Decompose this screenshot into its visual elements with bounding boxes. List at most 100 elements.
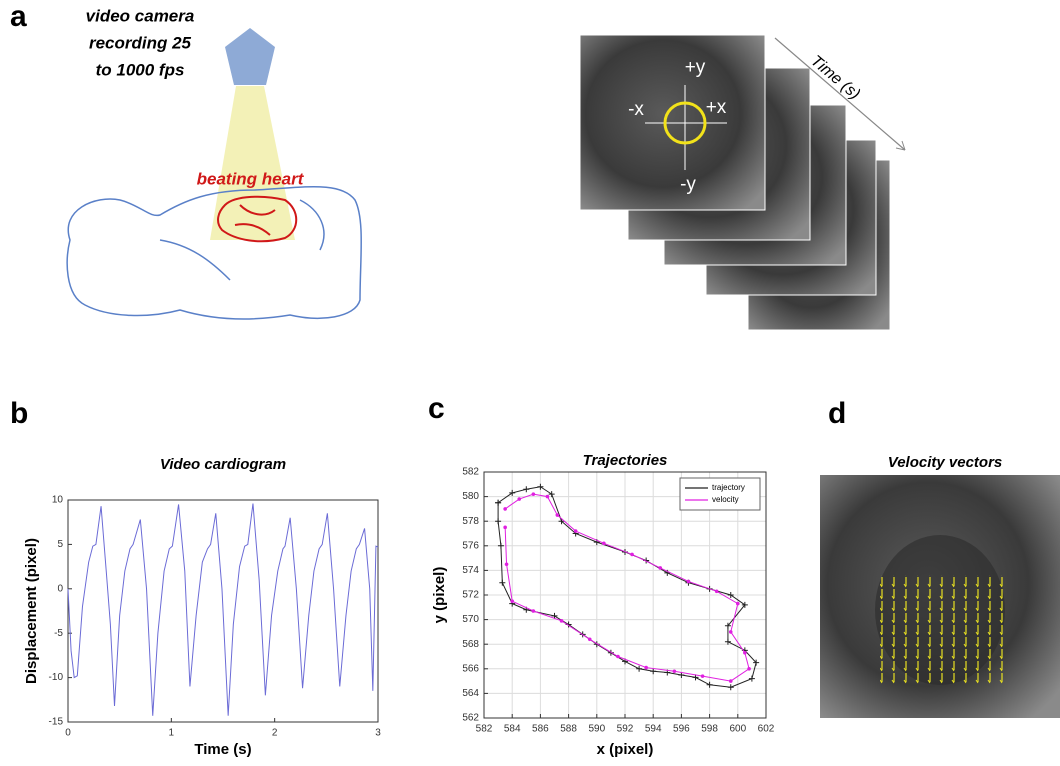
time-label: Time (s)	[807, 52, 863, 103]
data-marker	[747, 667, 751, 671]
data-marker	[686, 579, 691, 584]
camera-icon	[225, 28, 275, 85]
panel-label: c	[428, 392, 445, 425]
y-tick-label: 578	[462, 516, 479, 527]
data-marker	[728, 630, 733, 634]
data-marker	[531, 492, 536, 496]
data-marker	[728, 679, 733, 683]
y-tick-label: 10	[52, 495, 64, 506]
data-marker	[503, 507, 507, 511]
camera-text: to 1000 fps	[96, 60, 185, 79]
y-tick-label: 566	[462, 663, 479, 674]
data-marker	[573, 529, 578, 533]
data-marker	[531, 609, 536, 613]
data-marker	[559, 619, 564, 623]
legend-label: trajectory	[712, 483, 745, 492]
data-marker	[630, 552, 634, 557]
time-arrowhead	[895, 140, 906, 151]
y-tick-label: -15	[49, 717, 64, 728]
roi-circle	[663, 101, 707, 145]
data-marker	[593, 641, 600, 648]
axis-direction: -y	[680, 174, 696, 195]
data-marker	[736, 601, 740, 606]
data-marker	[548, 491, 555, 498]
data-marker	[495, 499, 502, 506]
panel-title: Velocity vectors	[888, 454, 1003, 471]
y-tick-label: 5	[57, 539, 63, 550]
data-marker	[672, 669, 677, 674]
x-tick-label: 582	[476, 724, 493, 735]
x-tick-label: 590	[588, 724, 605, 735]
velocity-field	[880, 575, 1005, 685]
data-line	[67, 503, 379, 716]
y-tick-label: 582	[462, 467, 479, 478]
data-marker	[748, 675, 755, 682]
heart-outline	[217, 195, 298, 243]
x-tick-label: 596	[673, 724, 690, 735]
data-marker	[545, 494, 550, 499]
panel-label: d	[828, 397, 846, 430]
data-marker	[644, 665, 648, 670]
x-tick-label: 594	[645, 724, 662, 735]
x-tick-label: 3	[375, 728, 381, 739]
time-arrow	[774, 37, 906, 151]
data-marker	[743, 651, 747, 655]
data-marker	[741, 601, 748, 608]
data-marker	[616, 654, 620, 659]
body-outline	[66, 185, 362, 320]
data-marker	[650, 668, 657, 675]
data-marker	[504, 562, 509, 567]
x-tick-label: 588	[560, 724, 577, 735]
y-tick-label: 564	[462, 688, 479, 699]
axis-direction: -x	[628, 99, 644, 120]
data-line	[504, 493, 750, 682]
data-marker	[706, 681, 713, 688]
data-marker	[727, 592, 734, 598]
data-marker	[587, 637, 592, 642]
x-axis-label: x (pixel)	[597, 741, 654, 758]
plot-frame	[67, 499, 379, 723]
x-tick-label: 1	[169, 728, 175, 739]
data-marker	[607, 649, 614, 656]
camera-text: recording 25	[89, 33, 192, 52]
data-marker	[497, 542, 504, 549]
y-axis-label: y (pixel)	[431, 567, 448, 624]
y-tick-label: 574	[462, 565, 479, 576]
y-tick-label: -10	[49, 672, 64, 683]
data-marker	[724, 638, 731, 645]
y-tick-label: 580	[462, 491, 479, 502]
data-marker	[510, 599, 514, 603]
x-tick-label: 2	[272, 728, 278, 739]
x-tick-label: 598	[701, 724, 718, 735]
y-tick-label: 562	[462, 713, 479, 724]
light-beam	[210, 86, 295, 240]
data-marker	[537, 483, 544, 490]
legend-label: velocity	[712, 495, 739, 504]
charts: Video cardiogram Time (s) Displacement (pi…	[23, 452, 775, 758]
y-axis-label: Displacement (pixel)	[23, 538, 40, 684]
heart-text: beating heart	[197, 169, 305, 188]
axis-direction: +x	[706, 97, 727, 118]
chart-title: Trajectories	[583, 452, 668, 469]
y-tick-label: 568	[462, 639, 479, 650]
data-marker	[517, 497, 522, 501]
data-marker	[503, 525, 507, 530]
data-marker	[714, 589, 719, 594]
data-marker	[495, 518, 502, 525]
chart-title: Video cardiogram	[160, 456, 286, 473]
data-marker	[499, 579, 506, 586]
crosshair	[645, 85, 727, 170]
data-marker	[523, 486, 530, 493]
data-marker	[700, 674, 705, 678]
data-marker	[602, 541, 606, 546]
data-marker	[724, 622, 731, 629]
y-tick-label: 570	[462, 614, 479, 625]
camera-text: video camera	[86, 6, 195, 25]
axis-direction: +y	[685, 57, 706, 78]
panel-label: a	[10, 0, 27, 33]
plot-frame	[483, 471, 767, 719]
y-tick-label: 0	[57, 583, 63, 594]
y-tick-label: 576	[462, 540, 479, 551]
legend-box	[679, 477, 761, 511]
